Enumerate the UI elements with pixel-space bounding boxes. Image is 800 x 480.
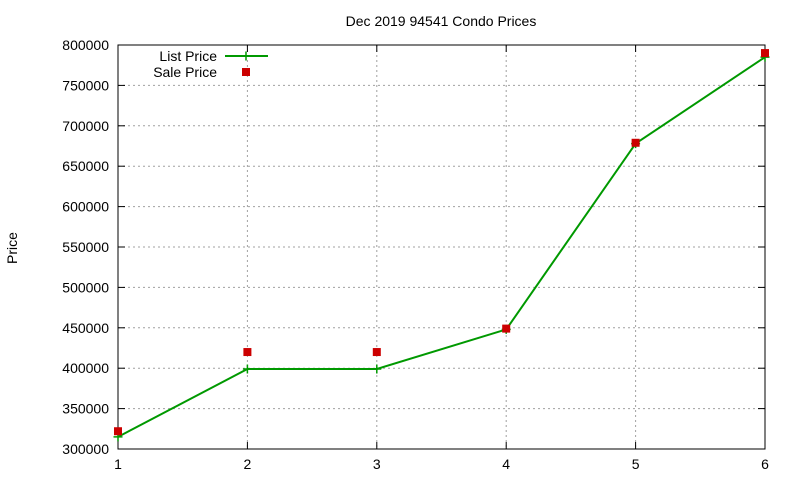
y-tick-label: 750000 xyxy=(62,77,109,93)
sale-price-point xyxy=(372,348,381,357)
series xyxy=(113,49,770,442)
legend-marker-list-price xyxy=(241,51,251,61)
legend-label-list-price: List Price xyxy=(159,48,217,64)
sale-price-point xyxy=(502,324,511,333)
y-tick-label: 550000 xyxy=(62,239,109,255)
list-price-point xyxy=(372,364,382,374)
x-tick-label: 1 xyxy=(114,456,122,472)
sale-price-point xyxy=(761,49,769,58)
y-tick-label: 400000 xyxy=(62,360,109,376)
y-tick-label: 600000 xyxy=(62,199,109,215)
chart-title: Dec 2019 94541 Condo Prices xyxy=(346,13,537,29)
legend: List Price Sale Price xyxy=(153,48,268,80)
y-tick-label: 350000 xyxy=(62,401,109,417)
legend-label-sale-price: Sale Price xyxy=(153,64,217,80)
legend-marker-sale-price xyxy=(242,68,250,76)
y-tick-label: 650000 xyxy=(62,158,109,174)
tick-labels: 300000 350000 400000 450000 500000 550000 6000… xyxy=(62,37,769,472)
plot-frame xyxy=(117,44,766,450)
x-tick-label: 5 xyxy=(632,456,640,472)
x-tick-label: 6 xyxy=(761,456,769,472)
y-tick-label: 500000 xyxy=(62,279,109,295)
sale-price-point xyxy=(631,138,640,147)
y-axis-title: Price xyxy=(4,232,20,264)
y-tick-label: 800000 xyxy=(62,37,109,53)
grid xyxy=(118,45,765,449)
sale-price-point xyxy=(243,348,252,357)
y-tick-label: 300000 xyxy=(62,441,109,457)
axis-ticks xyxy=(117,44,766,450)
x-tick-label: 3 xyxy=(373,456,381,472)
x-tick-label: 4 xyxy=(502,456,510,472)
sale-price-point xyxy=(114,427,122,436)
y-tick-label: 700000 xyxy=(62,118,109,134)
series-line-list-price xyxy=(117,56,766,438)
x-tick-label: 2 xyxy=(244,456,252,472)
list-price-point xyxy=(242,364,252,374)
y-tick-label: 450000 xyxy=(62,320,109,336)
